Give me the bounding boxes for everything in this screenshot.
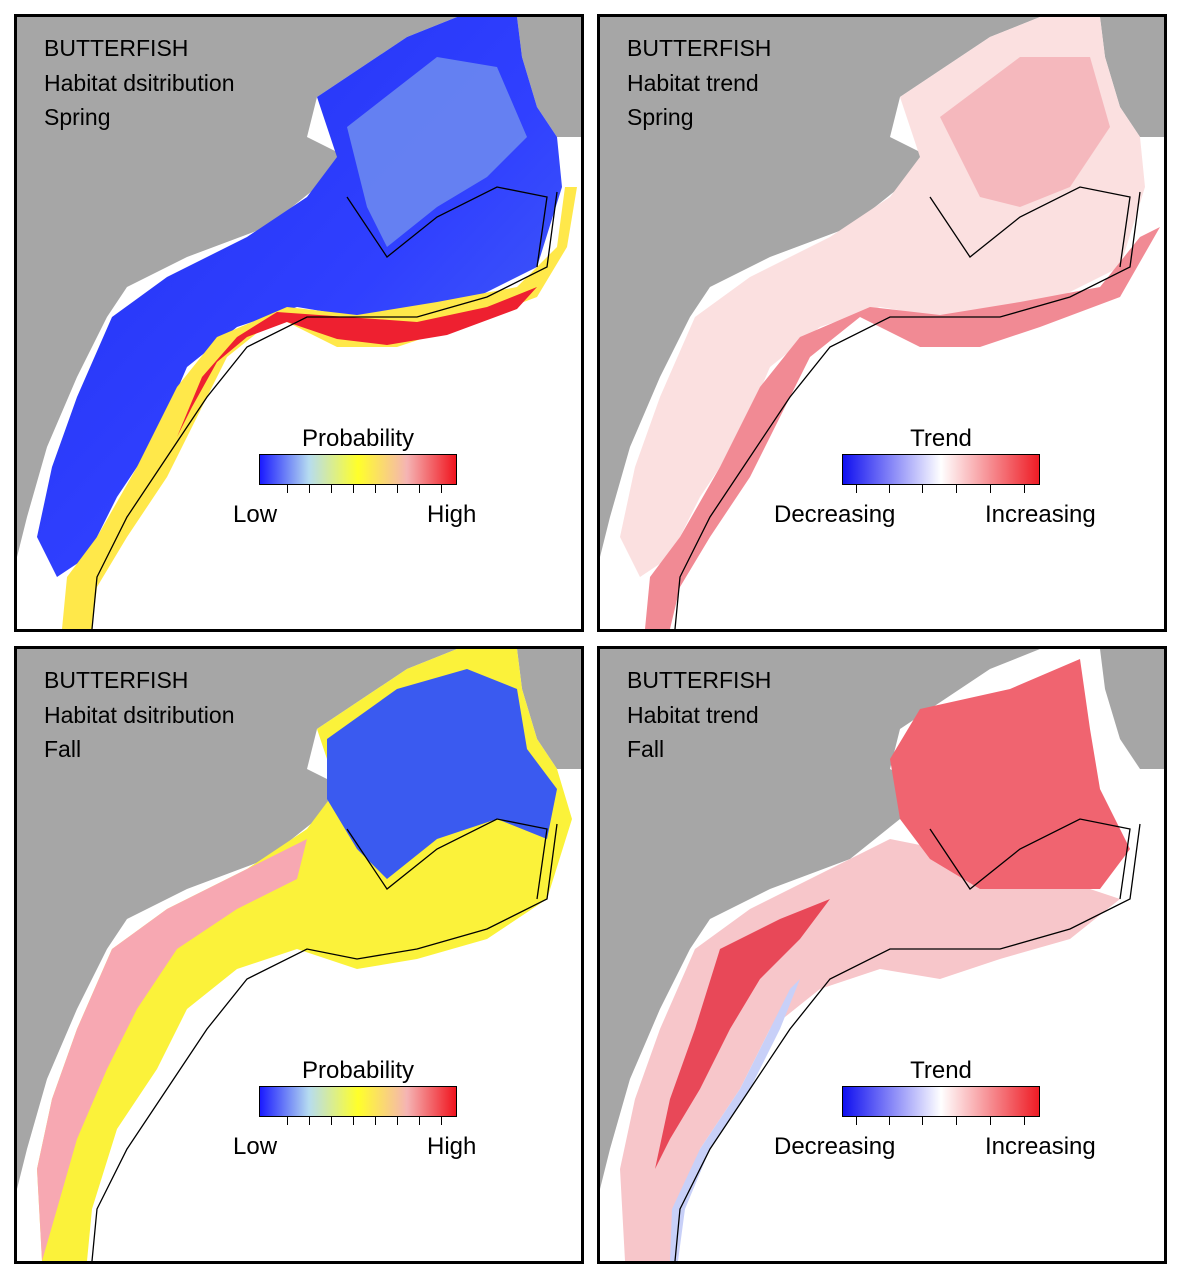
map-panel-spring-trend: BUTTERFISH Habitat trend Spring Trend De… <box>597 14 1167 632</box>
species-label: BUTTERFISH <box>44 667 189 693</box>
legend-high-label: High <box>427 1133 477 1160</box>
legend-low-label: Low <box>233 501 278 528</box>
land-area-east <box>1100 649 1164 769</box>
shelf-contour <box>674 823 1141 1261</box>
land-area <box>600 17 1040 557</box>
trend-increasing-band <box>645 227 1160 629</box>
season-label: Spring <box>627 104 694 130</box>
legend-title: Trend <box>910 1057 972 1084</box>
species-label: BUTTERFISH <box>627 667 772 693</box>
season-label: Fall <box>627 736 665 762</box>
panel-title: BUTTERFISH Habitat trend Fall <box>627 663 771 767</box>
legend-low-label: Low <box>233 1133 278 1160</box>
panel-title: BUTTERFISH Habitat dsitribution Fall <box>44 663 235 767</box>
habitat-low-zone <box>327 669 557 879</box>
habitat-map <box>600 17 1164 629</box>
shelf-contour <box>674 191 1141 629</box>
habitat-map <box>17 17 581 629</box>
map-panel-spring-distribution: BUTTERFISH Habitat dsitribution Spring P… <box>14 14 584 632</box>
legend-high-label: High <box>427 501 477 528</box>
habitat-peak-band <box>177 287 537 437</box>
legend-ticks <box>842 1117 1040 1125</box>
legend-title: Probability <box>301 425 415 452</box>
panel-title: BUTTERFISH Habitat dsitribution Spring <box>44 31 235 135</box>
species-label: BUTTERFISH <box>627 35 772 61</box>
season-label: Fall <box>44 736 82 762</box>
metric-label: Habitat trend <box>627 69 759 96</box>
bank-contour <box>346 186 548 268</box>
probability-color-bar <box>259 454 457 485</box>
trend-color-bar <box>842 454 1040 485</box>
legend-title: Trend <box>910 425 972 452</box>
legend-ticks <box>259 1117 457 1125</box>
shelf-contour <box>91 823 558 1261</box>
panel-title: BUTTERFISH Habitat trend Spring <box>627 31 771 135</box>
trend-color-bar <box>842 1086 1040 1117</box>
legend-high-label: Increasing <box>985 501 1096 528</box>
bank-contour <box>929 186 1131 268</box>
habitat-coastal-band <box>37 839 307 1261</box>
legend-title: Probability <box>301 1057 415 1084</box>
probability-color-bar <box>259 1086 457 1117</box>
metric-label: Habitat trend <box>627 701 759 728</box>
bank-contour <box>346 818 548 900</box>
land-area-east <box>1100 17 1164 137</box>
land-area-east <box>517 649 581 769</box>
metric-label: Habitat dsitribution <box>44 69 235 96</box>
land-area-east <box>517 17 581 137</box>
trend-area-moderate <box>940 57 1110 207</box>
legend-ticks <box>259 485 457 493</box>
trend-increasing-zone <box>890 659 1130 889</box>
season-label: Spring <box>44 104 111 130</box>
map-panel-fall-distribution: BUTTERFISH Habitat dsitribution Fall Pro… <box>14 646 584 1264</box>
land-area <box>600 649 1040 1189</box>
trend-decreasing-strip <box>670 979 800 1261</box>
habitat-mid-zone <box>347 57 527 247</box>
habitat-map <box>17 649 581 1261</box>
trend-coastal-increase <box>655 899 830 1169</box>
metric-label: Habitat dsitribution <box>44 701 235 728</box>
legend-high-label: Increasing <box>985 1133 1096 1160</box>
legend-low-label: Decreasing <box>774 1133 896 1160</box>
habitat-map <box>600 649 1164 1261</box>
land-area <box>17 649 457 1189</box>
land-area <box>17 17 457 557</box>
map-panel-fall-trend: BUTTERFISH Habitat trend Fall Trend Decr… <box>597 646 1167 1264</box>
legend-low-label: Decreasing <box>774 501 896 528</box>
legend-ticks <box>842 485 1040 493</box>
shelf-contour <box>91 191 558 629</box>
bank-contour <box>929 818 1131 900</box>
species-label: BUTTERFISH <box>44 35 189 61</box>
